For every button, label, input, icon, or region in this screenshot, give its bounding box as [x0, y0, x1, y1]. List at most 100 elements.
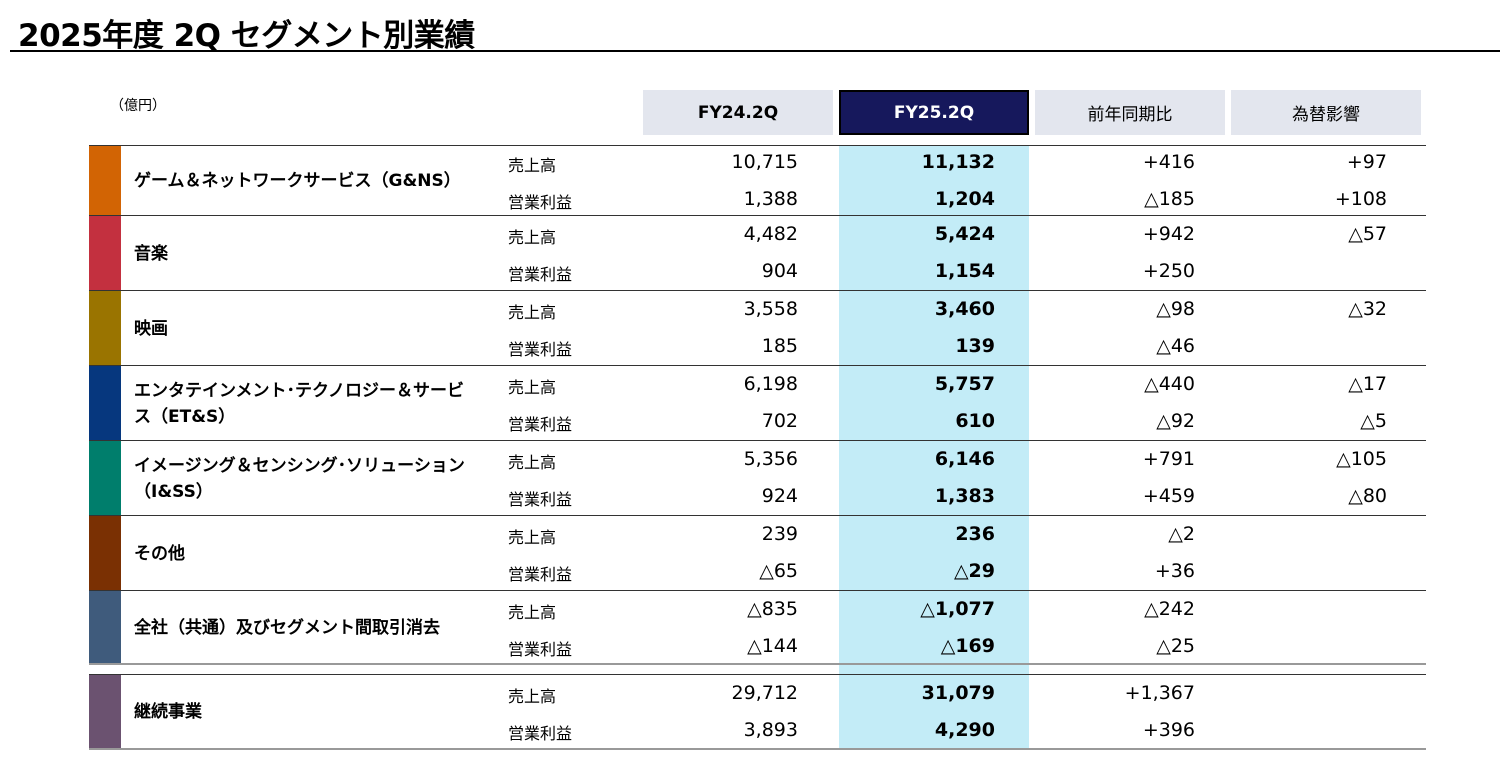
value-sales-0: 10,715: [731, 151, 798, 173]
value-op-3: △5: [1360, 410, 1387, 432]
metric-label-sales: 売上高: [508, 303, 557, 322]
segment-color-bar: [89, 366, 121, 441]
value-sales-1: 31,079: [921, 682, 995, 704]
segment-name: イメージング＆センシング･ソリューション（I&SS）: [134, 455, 465, 502]
value-sales-0: 29,712: [731, 682, 798, 704]
value-op-3: +108: [1334, 188, 1387, 210]
table-bottom-rule: [89, 748, 1426, 750]
value-sales-0: 5,356: [743, 448, 798, 470]
value-sales-1: 5,424: [934, 223, 995, 245]
page-title: 2025年度 2Q セグメント別業績: [18, 18, 475, 54]
segment-row: その他 売上高 239 236 △2 営業利益 △65 △29 +36: [89, 515, 1426, 591]
value-op-0: 702: [761, 410, 798, 432]
value-sales-3: +97: [1346, 151, 1387, 173]
value-op-1: 610: [955, 410, 995, 432]
value-op-2: +459: [1142, 485, 1195, 507]
value-op-3: △80: [1348, 485, 1387, 507]
value-sales-3: △105: [1336, 448, 1387, 470]
metric-label-op: 営業利益: [508, 490, 573, 509]
metric-label-sales: 売上高: [508, 453, 557, 472]
unit-label: （億円）: [110, 98, 166, 114]
value-op-2: +36: [1154, 560, 1195, 582]
value-sales-1: △1,077: [920, 598, 995, 620]
value-sales-2: △2: [1168, 523, 1195, 545]
value-sales-3: △32: [1348, 298, 1387, 320]
segment-color-bar: [89, 441, 121, 516]
value-sales-2: +942: [1142, 223, 1195, 245]
value-op-2: +250: [1142, 260, 1195, 282]
segment-color-bar: [89, 591, 121, 664]
segment-row: 全社（共通）及びセグメント間取引消去 売上高 △835 △1,077 △242 営業利益 △…: [89, 590, 1426, 664]
header-fx: 為替影響: [1231, 90, 1421, 135]
header-fy24: FY24.2Q: [643, 90, 833, 135]
metric-label-op: 営業利益: [508, 340, 573, 359]
value-sales-0: 4,482: [743, 223, 798, 245]
value-sales-2: +1,367: [1124, 682, 1195, 704]
value-op-0: 185: [761, 335, 798, 357]
value-sales-3: △57: [1348, 223, 1387, 245]
value-sales-2: +791: [1142, 448, 1195, 470]
segment-row: イメージング＆センシング･ソリューション（I&SS） 売上高 5,356 6,146 +…: [89, 440, 1426, 516]
value-op-0: 904: [761, 260, 798, 282]
value-sales-2: △440: [1144, 373, 1195, 395]
value-sales-0: 239: [761, 523, 798, 545]
segment-row: 音楽 売上高 4,482 5,424 +942 △57 営業利益 904 1,154 +250: [89, 215, 1426, 291]
value-op-2: +396: [1142, 719, 1195, 741]
value-sales-2: +416: [1142, 151, 1195, 173]
value-op-1: △29: [953, 560, 995, 582]
segment-name: ゲーム＆ネットワークサービス（G&NS）: [134, 171, 461, 191]
segment-row: 映画 売上高 3,558 3,460 △98 △32 営業利益 185 139 △46: [89, 290, 1426, 366]
segment-name: その他: [134, 543, 185, 564]
segment-color-bar: [89, 291, 121, 366]
value-op-1: 1,383: [934, 485, 995, 507]
value-op-2: △92: [1156, 410, 1195, 432]
metric-label-sales: 売上高: [508, 156, 557, 175]
value-sales-2: △98: [1156, 298, 1195, 320]
value-sales-0: 6,198: [743, 373, 798, 395]
table-bottom-rule: [89, 663, 1426, 665]
metric-label-op: 営業利益: [508, 565, 573, 584]
segment-row: ゲーム＆ネットワークサービス（G&NS） 売上高 10,715 11,132 +416 +…: [89, 145, 1426, 216]
metric-label-sales: 売上高: [508, 603, 557, 622]
value-op-1: 1,204: [934, 188, 995, 210]
value-op-1: 4,290: [934, 719, 995, 741]
value-op-2: △25: [1156, 635, 1195, 657]
segment-row: エンタテインメント･テクノロジー＆サービス（ET&S） 売上高 6,198 5,757…: [89, 365, 1426, 441]
value-op-0: 924: [761, 485, 798, 507]
value-sales-1: 6,146: [934, 448, 995, 470]
segment-name: 音楽: [134, 243, 168, 264]
header-yoy: 前年同期比: [1035, 90, 1225, 135]
metric-label-op: 営業利益: [508, 724, 573, 743]
segment-name: 全社（共通）及びセグメント間取引消去: [134, 617, 440, 638]
title-rule: [10, 50, 1500, 52]
segment-name: エンタテインメント･テクノロジー＆サービス（ET&S）: [134, 380, 464, 427]
segment-name: 映画: [134, 318, 168, 339]
segment-color-bar: [89, 146, 121, 216]
metric-label-op: 営業利益: [508, 193, 573, 212]
value-sales-1: 5,757: [934, 373, 995, 395]
metric-label-sales: 売上高: [508, 378, 557, 397]
header-fy25: FY25.2Q: [839, 90, 1029, 135]
value-op-1: △169: [940, 635, 995, 657]
metric-label-sales: 売上高: [508, 528, 557, 547]
value-op-1: 1,154: [934, 260, 995, 282]
metric-label-op: 営業利益: [508, 640, 573, 659]
fy25-highlight-column: [839, 145, 1029, 748]
value-sales-3: △17: [1348, 373, 1387, 395]
value-sales-0: △835: [747, 598, 798, 620]
value-op-2: △46: [1156, 335, 1195, 357]
segment-name: 継続事業: [134, 702, 202, 722]
value-op-0: △65: [759, 560, 798, 582]
value-sales-1: 3,460: [934, 298, 995, 320]
value-sales-2: △242: [1144, 598, 1195, 620]
value-op-1: 139: [955, 335, 995, 357]
value-op-0: △144: [747, 635, 798, 657]
segment-color-bar: [89, 675, 121, 749]
metric-label-sales: 売上高: [508, 687, 557, 706]
value-op-0: 1,388: [743, 188, 798, 210]
value-op-0: 3,893: [743, 719, 798, 741]
metric-label-sales: 売上高: [508, 228, 557, 247]
value-sales-0: 3,558: [743, 298, 798, 320]
value-sales-1: 11,132: [921, 151, 995, 173]
segment-color-bar: [89, 216, 121, 291]
